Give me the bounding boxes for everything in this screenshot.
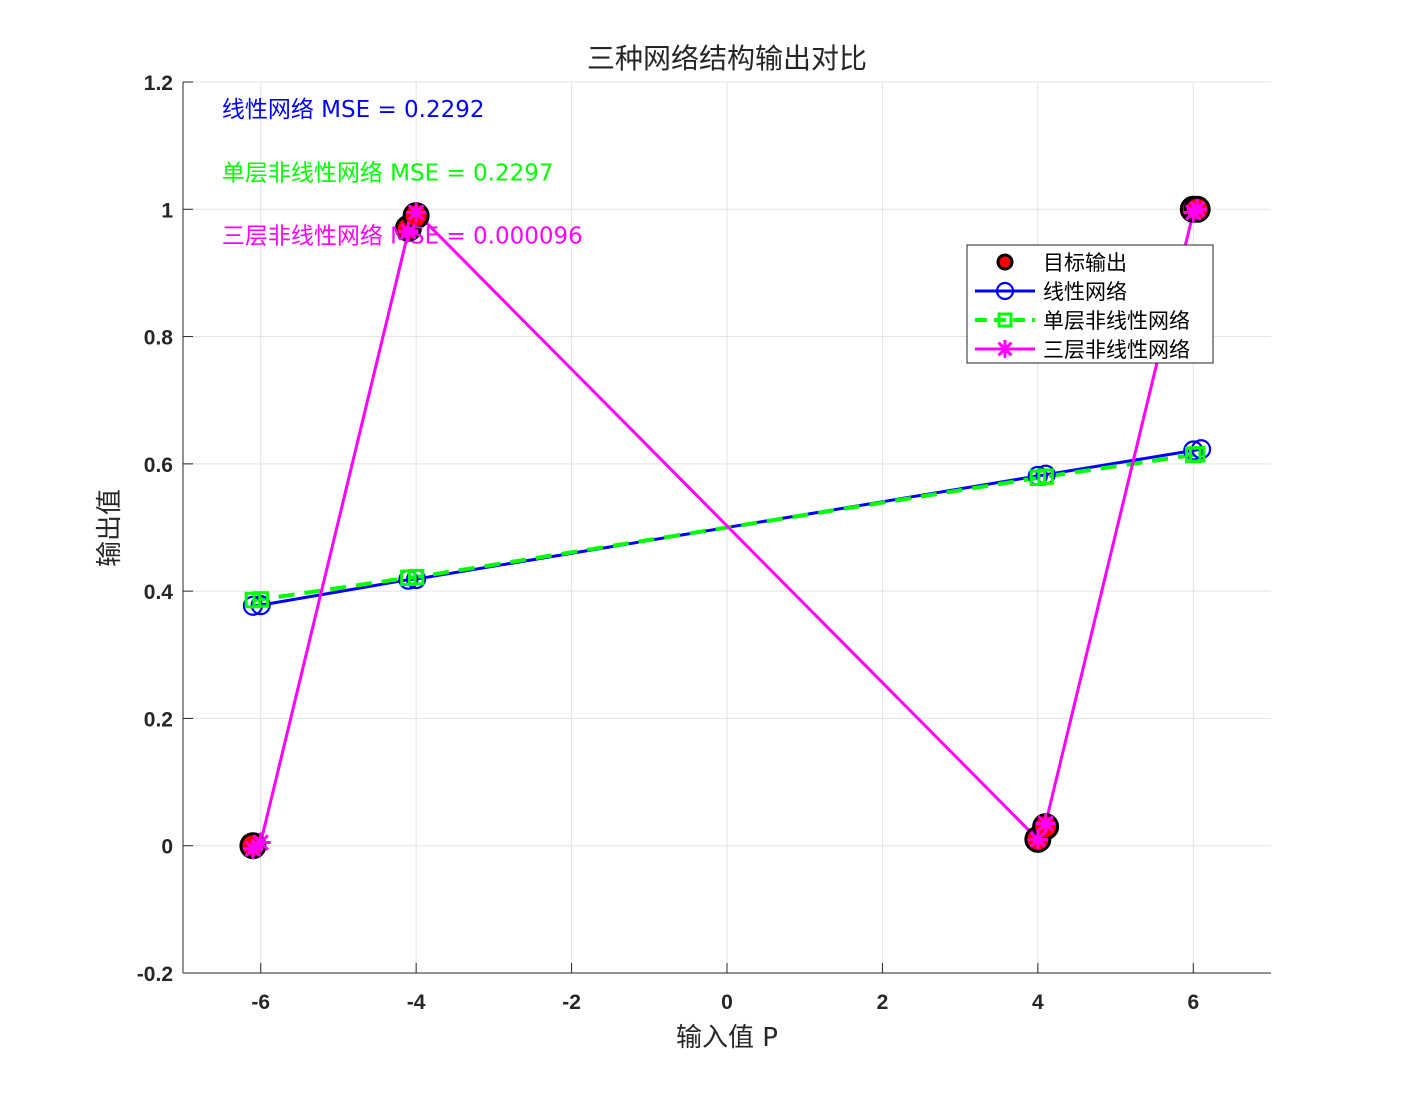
legend-entry-label: 三层非线性网络 <box>1043 338 1190 362</box>
y-axis-label: 输出值 <box>95 489 125 567</box>
mse-annotation: 线性网络 MSE = 0.2292 <box>222 97 485 123</box>
single-layer-marker <box>407 568 425 586</box>
legend-entry-label: 单层非线性网络 <box>1043 309 1190 333</box>
x-tick-label: -4 <box>407 991 426 1014</box>
y-tick-labels: -0.2 0 0.2 0.4 0.6 0.8 1 1.2 <box>137 72 174 986</box>
legend-entry-label: 目标输出 <box>1043 251 1127 275</box>
x-tick-labels: -6 -4 -2 0 2 4 6 <box>251 991 1199 1014</box>
single-layer-marker <box>252 591 269 608</box>
linear-network-marker <box>995 281 1015 301</box>
series-markers <box>239 195 1212 860</box>
single-layer-marker <box>997 312 1013 328</box>
three-layer-marker <box>1035 813 1056 834</box>
mse-annotation: 三层非线性网络 MSE = 0.000096 <box>222 224 583 250</box>
y-tick-label: 0.8 <box>144 327 174 350</box>
x-tick-label: 2 <box>877 991 889 1014</box>
x-tick-label: -6 <box>251 991 270 1014</box>
x-tick-label: 4 <box>1032 991 1044 1014</box>
three-layer-marker <box>996 340 1014 358</box>
x-tick-label: 6 <box>1187 991 1199 1014</box>
target-output-marker <box>996 253 1014 271</box>
single-layer-marker <box>1188 446 1206 463</box>
three-layer-marker <box>406 202 427 223</box>
x-tick-label: 0 <box>721 991 733 1014</box>
x-tick-label: -2 <box>562 991 581 1014</box>
axes <box>182 81 1271 974</box>
three-layer-marker <box>1187 199 1208 220</box>
y-tick-label: 1 <box>161 199 173 222</box>
y-tick-label: 0.6 <box>144 454 173 477</box>
y-tick-label: -0.2 <box>137 963 173 986</box>
mse-annotation: 单层非线性网络 MSE = 0.2297 <box>222 161 554 187</box>
annotations: 线性网络 MSE = 0.2292 单层非线性网络 MSE = 0.2297 三层非… <box>222 97 583 250</box>
x-axis-label: 输入值 P <box>676 1023 778 1053</box>
legend-entry-label: 线性网络 <box>1043 280 1127 304</box>
y-tick-label: 0 <box>161 836 173 859</box>
three-layer-marker <box>398 221 419 242</box>
single-layer-marker <box>1037 468 1054 485</box>
chart-title: 三种网络结构输出对比 <box>587 42 867 75</box>
linear-network-marker <box>1183 440 1204 461</box>
y-tick-label: 1.2 <box>144 72 173 95</box>
three-layer-marker <box>1027 829 1048 850</box>
y-tick-label: 0.2 <box>144 708 173 731</box>
three-layer-marker <box>250 832 271 853</box>
y-tick-label: 0.4 <box>144 581 174 604</box>
